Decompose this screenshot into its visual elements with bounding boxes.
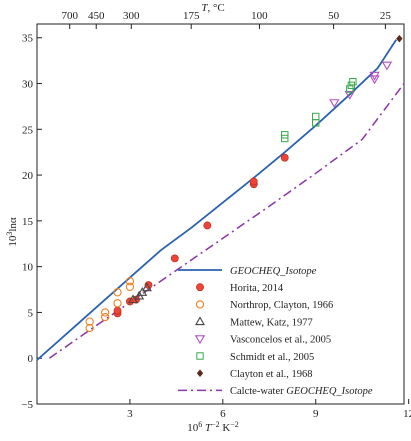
legend-label-text: GEOCHEQ_Isotope [286, 386, 373, 397]
x-tick-label: 12 [403, 408, 411, 420]
y-tick-label: 0 [28, 353, 34, 365]
legend-label: Schmidt et al., 2005 [230, 352, 314, 363]
y-tick-label: 30 [22, 79, 34, 91]
top-tick-label: 25 [380, 10, 392, 22]
data-point-vasconcelos-et-al-2005 [369, 71, 380, 81]
y-tick-label: 35 [22, 33, 34, 45]
data-point-northrop-clayton-1966 [100, 312, 110, 322]
y-tick-label: 25 [22, 124, 34, 136]
top-axis-title-unit: , °C [207, 2, 224, 14]
data-point-northrop-clayton-1966 [113, 288, 122, 297]
legend-label-text: Clayton et al., 1968 [230, 369, 313, 380]
legend-label-text: Northrop, Clayton, 1966 [230, 300, 333, 311]
data-point-northrop-clayton-1966 [113, 299, 122, 308]
data-point-mattew-katz-1977 [137, 286, 148, 296]
top-axis-title: T, °C [201, 2, 224, 14]
x-tick-label: 6 [220, 408, 226, 420]
data-point-horita-2014 [113, 306, 122, 315]
y-tick-label: −5 [21, 399, 33, 411]
data-point-northrop-clayton-1966 [85, 323, 94, 333]
data-point-horita-2014 [280, 153, 289, 162]
data-point-northrop-clayton-1966 [100, 308, 110, 317]
data-point-vasconcelos-et-al-2005 [344, 90, 355, 100]
legend-label: Horita, 2014 [230, 283, 284, 294]
y-axis-title: 103lnα [5, 217, 19, 247]
y-tick-label: 10 [22, 262, 34, 274]
top-tick-label: 175 [183, 10, 200, 22]
data-point-vasconcelos-et-al-2005 [329, 99, 340, 109]
legend-swatch-marker [195, 316, 205, 326]
legend-label: Northrop, Clayton, 1966 [230, 300, 333, 311]
legend-label-prefix: Calcte-water [230, 386, 286, 397]
legend-label-text: GEOCHEQ_Isotope [230, 266, 317, 277]
data-point-vasconcelos-et-al-2005 [381, 61, 393, 71]
legend-label-text: Vasconcelos et al., 2005 [230, 335, 331, 346]
data-point-schmidt-et-al-2005 [312, 112, 320, 121]
data-point-horita-2014 [203, 221, 212, 230]
series-line-calcte-water-geocheq-isotope [48, 83, 405, 359]
y-tick-label: 15 [22, 216, 34, 228]
legend-label: Vasconcelos et al., 2005 [230, 335, 331, 346]
legend-swatch-marker [196, 369, 204, 377]
legend-swatch-marker [196, 352, 204, 360]
legend-swatch-marker [196, 283, 204, 292]
data-point-horita-2014 [249, 177, 258, 186]
svg-text:103lnα: 103lnα [5, 217, 19, 247]
x-tick-label: 9 [313, 408, 319, 420]
plot-frame [36, 23, 405, 405]
data-point-northrop-clayton-1966 [125, 282, 135, 291]
top-tick-label: 50 [328, 10, 340, 22]
series-line-geocheq-isotope [36, 39, 398, 361]
data-point-schmidt-et-al-2005 [281, 131, 289, 139]
top-tick-label: 450 [88, 10, 105, 22]
data-point-horita-2014 [170, 254, 179, 263]
legend: GEOCHEQ_Isotope Horita, 2014 Northrop, Cla… [178, 266, 373, 397]
plot-area [36, 34, 405, 361]
axes: 3 6 9 12 −5 0 5 10 15 20 25 30 35 700 450 300 175 100 50 25 [21, 10, 411, 420]
x-tick-label: 3 [127, 408, 133, 420]
data-point-mattew-katz-1977 [142, 282, 152, 292]
legend-label-text: Horita, 2014 [230, 283, 284, 294]
data-point-northrop-clayton-1966 [85, 317, 94, 326]
legend-label: Mattew, Katz, 1977 [230, 317, 313, 328]
data-point-northrop-clayton-1966 [125, 277, 135, 286]
y-tick-label: 5 [28, 307, 34, 319]
legend-label-text: Schmidt et al., 2005 [230, 352, 314, 363]
legend-label: Calcte-water GEOCHEQ_Isotope [230, 386, 373, 397]
data-point-vasconcelos-et-al-2005 [369, 75, 380, 85]
top-tick-label: 700 [61, 10, 78, 22]
legend-swatch-marker [194, 335, 206, 345]
top-tick-label: 300 [123, 10, 140, 22]
legend-label: Clayton et al., 1968 [230, 369, 313, 380]
top-axis-title-var: T [201, 2, 208, 14]
y-tick-label: 20 [22, 170, 34, 182]
legend-swatch-marker [195, 300, 205, 309]
x-axis-title: 106 T−2 K−2 [187, 420, 239, 434]
data-point-clayton-et-al-1968 [396, 34, 403, 43]
top-tick-label: 100 [251, 10, 268, 22]
legend-label: GEOCHEQ_Isotope [230, 266, 317, 277]
legend-label-text: Mattew, Katz, 1977 [230, 317, 313, 328]
data-point-schmidt-et-al-2005 [349, 77, 357, 86]
